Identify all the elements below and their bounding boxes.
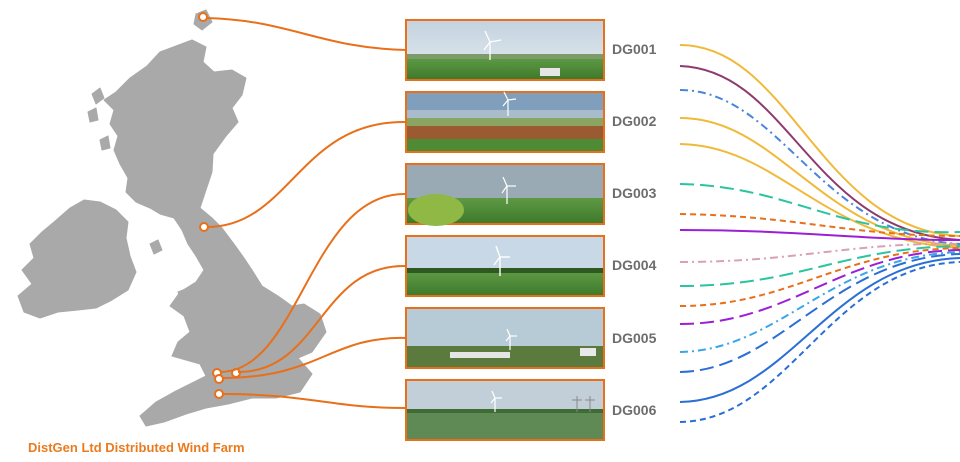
site-label-dg002: DG002 — [612, 113, 657, 129]
site-photo-dg001[interactable] — [405, 19, 605, 81]
profile-curves — [679, 44, 960, 423]
site-connectors — [205, 17, 407, 409]
uk-ireland-map-icon — [17, 9, 327, 427]
wind-turbine-icon — [501, 176, 516, 204]
location-marker-icon[interactable] — [214, 374, 224, 384]
wind-turbine-icon — [505, 328, 517, 350]
wind-turbine-icon — [502, 91, 517, 116]
site-label-dg001: DG001 — [612, 41, 657, 57]
site-photo-dg006[interactable] — [405, 379, 605, 441]
location-marker-icon[interactable] — [214, 389, 224, 399]
site-photo-dg004[interactable] — [405, 235, 605, 297]
site-photo-dg003[interactable] — [405, 163, 605, 226]
site-label-dg005: DG005 — [612, 330, 657, 346]
wind-turbine-icon — [490, 390, 502, 412]
pylon-icon — [572, 396, 595, 412]
location-marker-icon[interactable] — [198, 12, 208, 22]
site-photo-dg005[interactable] — [405, 307, 605, 369]
photo-panels — [405, 19, 605, 441]
diagram-caption: DistGen Ltd Distributed Wind Farm — [28, 440, 245, 455]
wind-turbine-icon — [483, 30, 502, 60]
site-label-dg006: DG006 — [612, 402, 657, 418]
wind-turbine-icon — [493, 245, 510, 276]
site-label-dg004: DG004 — [612, 257, 657, 273]
site-label-dg003: DG003 — [612, 185, 657, 201]
site-photo-dg002[interactable] — [405, 91, 605, 153]
location-marker-icon[interactable] — [199, 222, 209, 232]
